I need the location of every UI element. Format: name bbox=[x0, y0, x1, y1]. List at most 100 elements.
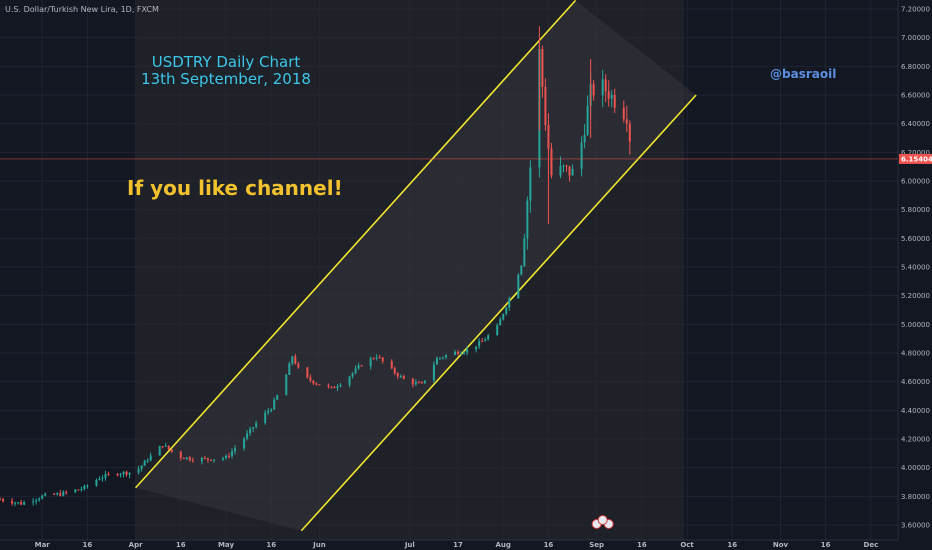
candle-body bbox=[432, 364, 435, 381]
candle-body bbox=[104, 473, 107, 478]
candle-body bbox=[505, 307, 508, 314]
candle-body bbox=[357, 365, 360, 369]
candle-body bbox=[562, 165, 565, 167]
candle-body bbox=[116, 474, 119, 476]
candle-body bbox=[143, 460, 146, 466]
y-tick-label: 6.60000 bbox=[901, 92, 930, 100]
candle-body bbox=[252, 427, 255, 429]
last-price-label: 6.15404 bbox=[901, 155, 932, 163]
candle-body bbox=[444, 354, 447, 358]
candle-body bbox=[475, 346, 478, 350]
candle-body bbox=[246, 433, 249, 439]
candle-body bbox=[225, 455, 228, 459]
candle-body bbox=[369, 358, 372, 367]
x-tick-label: Aug bbox=[496, 541, 511, 549]
candle-body bbox=[628, 123, 631, 142]
y-tick-label: 6.20000 bbox=[901, 149, 930, 157]
y-tick-label: 6.40000 bbox=[901, 120, 930, 128]
candle-body bbox=[550, 148, 553, 176]
symbol-line: U.S. Dollar/Turkish New Lira, 1D, FXCM bbox=[5, 5, 159, 14]
candle-body bbox=[182, 457, 185, 459]
candle-body bbox=[360, 365, 363, 367]
x-tick-label: 16 bbox=[176, 541, 186, 549]
candle-body bbox=[264, 412, 267, 423]
x-tick-label: 16 bbox=[544, 541, 554, 549]
candle-body bbox=[354, 368, 357, 374]
candle-body bbox=[44, 493, 47, 496]
candle-body bbox=[435, 358, 438, 365]
candle-body bbox=[74, 489, 77, 493]
candle-body bbox=[65, 491, 68, 493]
x-tick-label: Jul bbox=[404, 541, 415, 549]
candle-body bbox=[601, 79, 604, 96]
candle-body bbox=[122, 471, 125, 475]
candle-body bbox=[604, 79, 607, 92]
candle-body bbox=[568, 166, 571, 176]
candle-body bbox=[249, 428, 252, 434]
candle-body bbox=[149, 455, 152, 461]
candle-body bbox=[411, 378, 414, 385]
candle-body bbox=[309, 377, 312, 381]
title-line-2: 13th September, 2018 bbox=[141, 70, 311, 88]
candle-body bbox=[11, 500, 14, 504]
candle-body bbox=[372, 358, 375, 360]
y-tick-label: 3.60000 bbox=[901, 522, 930, 530]
candle-body bbox=[209, 459, 212, 461]
candle-body bbox=[378, 357, 381, 359]
candle-body bbox=[592, 84, 595, 96]
y-tick-label: 5.60000 bbox=[901, 235, 930, 243]
y-tick-label: 5.40000 bbox=[901, 264, 930, 272]
candle-body bbox=[508, 298, 511, 308]
candle-body bbox=[336, 386, 339, 389]
candle-body bbox=[393, 368, 396, 374]
candle-body bbox=[161, 446, 164, 448]
title-line-1: USDTRY Daily Chart bbox=[151, 53, 301, 71]
candle-body bbox=[466, 349, 469, 353]
x-tick-label: May bbox=[218, 541, 234, 549]
x-tick-label: Jun bbox=[312, 541, 326, 549]
candle-body bbox=[381, 357, 384, 362]
chart-title: USDTRY Daily Chart 13th September, 2018 bbox=[126, 54, 326, 88]
candle-body bbox=[559, 166, 562, 176]
event-flag-icon bbox=[597, 515, 608, 525]
candle-body bbox=[586, 105, 589, 135]
candle-body bbox=[191, 460, 194, 462]
x-tick-label: Sep bbox=[589, 541, 604, 549]
candle-body bbox=[23, 502, 26, 505]
candle-body bbox=[610, 94, 613, 99]
candle-body bbox=[179, 451, 182, 458]
last-price-tag bbox=[899, 153, 932, 164]
candle-body bbox=[607, 91, 610, 99]
candle-body bbox=[330, 386, 333, 388]
channel-upper-line bbox=[135, 0, 577, 489]
candle-body bbox=[523, 238, 526, 266]
candle-body bbox=[487, 335, 490, 340]
candle-body bbox=[86, 485, 89, 487]
candle-body bbox=[312, 380, 315, 384]
candle-body bbox=[348, 376, 351, 385]
candle-body bbox=[203, 458, 206, 460]
candle-body bbox=[285, 374, 288, 396]
candle-body bbox=[221, 458, 224, 460]
candle-body bbox=[583, 134, 586, 143]
candle-body bbox=[158, 446, 161, 456]
candle-body bbox=[351, 373, 354, 377]
candle-body bbox=[481, 341, 484, 343]
candle-body bbox=[291, 356, 294, 364]
candle-body bbox=[128, 472, 131, 475]
candle-body bbox=[62, 491, 65, 496]
candle-body bbox=[125, 471, 128, 475]
candle-body bbox=[478, 341, 481, 347]
candle-body bbox=[80, 488, 83, 490]
y-tick-label: 6.00000 bbox=[901, 178, 930, 186]
candle-body bbox=[20, 502, 23, 505]
candle-body bbox=[200, 458, 203, 462]
candle-body bbox=[517, 274, 520, 299]
candle-body bbox=[565, 165, 568, 167]
y-tick-label: 4.60000 bbox=[901, 378, 930, 386]
candle-body bbox=[502, 313, 505, 320]
y-tick-label: 4.20000 bbox=[901, 436, 930, 444]
candle-body bbox=[306, 367, 309, 378]
candle-body bbox=[119, 474, 122, 476]
